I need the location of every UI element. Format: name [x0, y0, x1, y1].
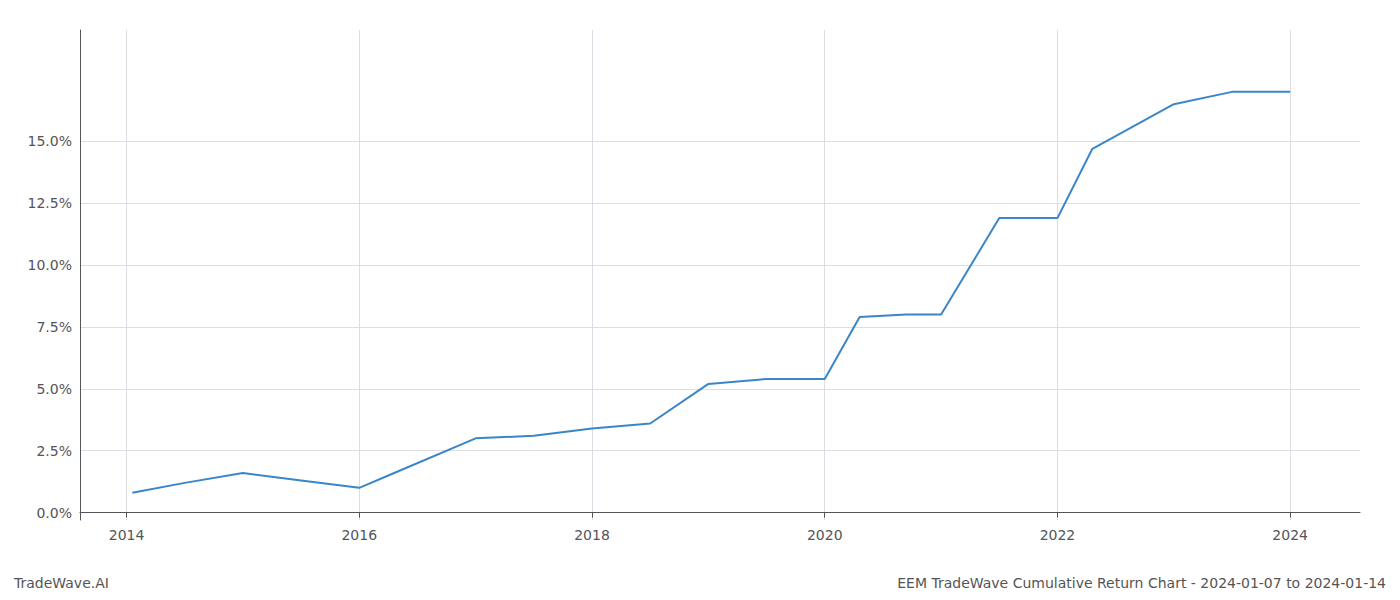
svg-text:2016: 2016 [341, 527, 377, 543]
svg-text:12.5%: 12.5% [28, 195, 72, 211]
svg-text:2018: 2018 [574, 527, 610, 543]
svg-text:7.5%: 7.5% [36, 319, 72, 335]
svg-text:2.5%: 2.5% [36, 443, 72, 459]
svg-text:0.0%: 0.0% [36, 505, 72, 521]
svg-text:15.0%: 15.0% [28, 133, 72, 149]
svg-text:2020: 2020 [807, 527, 843, 543]
svg-text:TradeWave.AI: TradeWave.AI [13, 575, 109, 591]
svg-text:5.0%: 5.0% [36, 381, 72, 397]
svg-text:2024: 2024 [1272, 527, 1308, 543]
svg-text:2014: 2014 [109, 527, 145, 543]
svg-text:EEM TradeWave Cumulative Retur: EEM TradeWave Cumulative Return Chart - … [897, 575, 1386, 591]
svg-text:2022: 2022 [1040, 527, 1076, 543]
svg-text:10.0%: 10.0% [28, 257, 72, 273]
